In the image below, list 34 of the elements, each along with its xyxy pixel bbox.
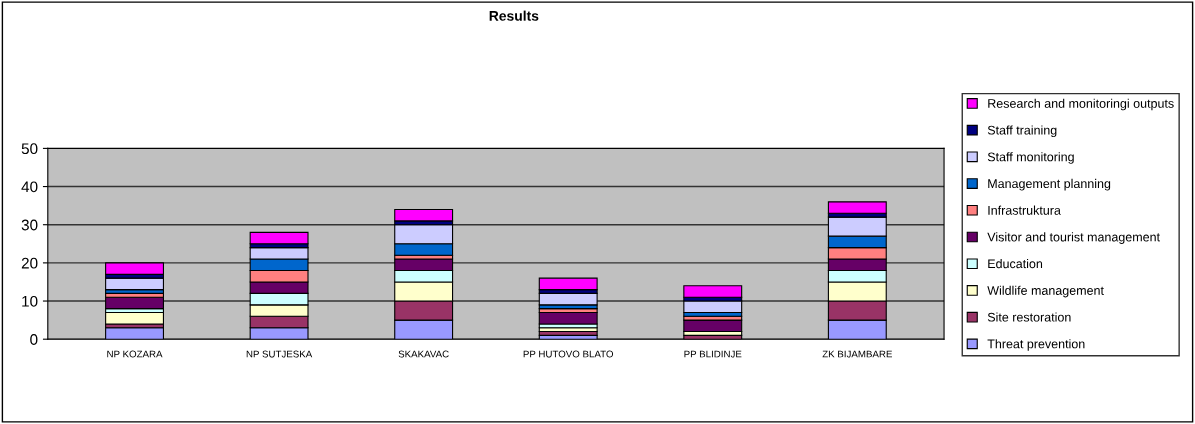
bar (683, 285, 743, 298)
bar (394, 208, 454, 222)
x-tick-label: NP KOZARA (107, 350, 163, 358)
bar (105, 327, 165, 340)
y-tick-label: 0 (30, 334, 38, 345)
legend-label: Wildlife management (987, 285, 1104, 298)
y-tick-label: 10 (22, 295, 38, 307)
bar (538, 277, 598, 291)
legend-label: Staff monitoring (987, 152, 1074, 164)
y-tick-label: 20 (21, 257, 38, 269)
legend-label: Staff training (987, 125, 1057, 138)
x-tick-label: NP SUTJESKA (246, 350, 313, 358)
x-tick-label: PP BLIDINJE (684, 350, 742, 358)
legend-label: Visitor and tourist management (987, 232, 1160, 244)
y-tick-label: 40 (21, 181, 38, 193)
legend-label: Infrastruktura (988, 205, 1061, 215)
bar (538, 292, 598, 306)
bar (683, 319, 743, 333)
bar (827, 201, 887, 214)
legend-label: Site restoration (987, 312, 1071, 322)
x-tick-label: PP HUTOVO BLATO (523, 350, 614, 358)
bar (249, 231, 309, 245)
bar (105, 311, 165, 325)
legend-label: Threat prevention (987, 339, 1085, 351)
y-tick-label: 30 (21, 219, 38, 231)
legend-label: Research and monitoringi outputs (988, 98, 1174, 111)
bar (538, 311, 598, 325)
chart-title: Results (489, 10, 539, 21)
legend-label: Management planning (988, 178, 1111, 191)
x-tick-label: ZK BIJAMBARE (822, 350, 893, 358)
bar (105, 262, 165, 275)
x-tick-label: SKAKAVAC (398, 350, 449, 358)
legend-label: Education (988, 259, 1043, 269)
y-tick-label: 50 (21, 143, 38, 155)
